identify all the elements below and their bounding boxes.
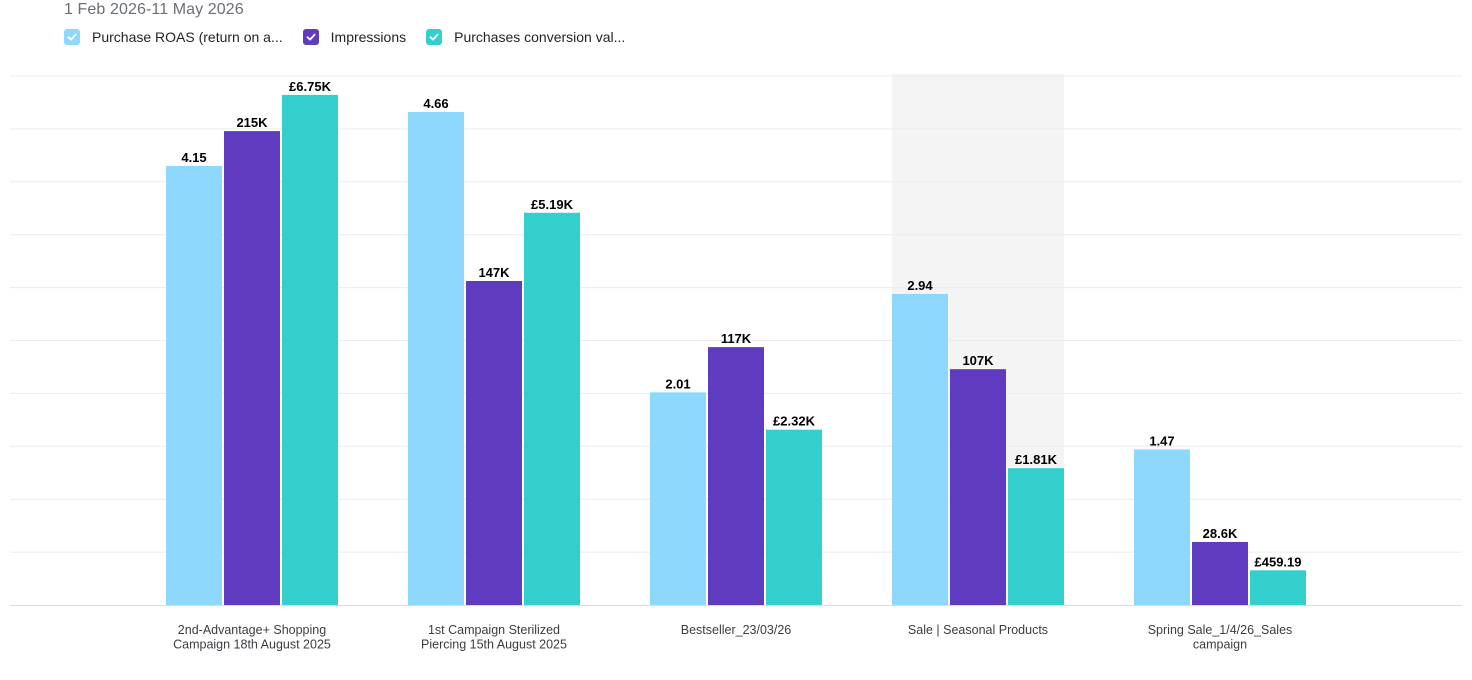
bar-value-label: 1.47 [1149, 433, 1174, 448]
bar[interactable] [166, 165, 222, 605]
bar-value-label: 215K [236, 115, 268, 130]
checkbox-checked-icon[interactable] [426, 29, 443, 45]
bar-value-label: £1.81K [1015, 452, 1058, 467]
bar[interactable] [1192, 541, 1248, 605]
bar-value-label: £2.32K [773, 414, 816, 429]
chart-legend: Purchase ROAS (return on a... Impression… [64, 29, 625, 45]
bar[interactable] [466, 280, 522, 605]
legend-label: Purchase ROAS (return on a... [92, 29, 283, 45]
legend-label: Impressions [330, 29, 407, 45]
legend-item-conversion-value[interactable]: Purchases conversion val... [426, 29, 625, 45]
checkbox-checked-icon[interactable] [302, 29, 319, 45]
bar-value-label: 117K [721, 331, 752, 346]
bar-value-label: £459.19 [1255, 554, 1302, 569]
category-label: Bestseller_23/03/26 [681, 623, 792, 637]
legend-item-roas[interactable]: Purchase ROAS (return on a... [64, 29, 283, 45]
checkbox-checked-icon[interactable] [64, 29, 80, 45]
category-label: Sale | Seasonal Products [908, 623, 1048, 637]
category-label: 1st Campaign Sterilized [428, 623, 560, 637]
bar[interactable] [1008, 468, 1064, 605]
bar-value-label: 4.66 [423, 96, 448, 111]
bar[interactable] [1250, 570, 1306, 605]
bar[interactable] [650, 392, 706, 605]
category-label: 2nd-Advantage+ Shopping [178, 623, 326, 637]
legend-item-impressions[interactable]: Impressions [302, 29, 407, 45]
bar[interactable] [282, 94, 338, 606]
bar-value-label: 147K [478, 265, 510, 280]
bar[interactable] [224, 131, 280, 605]
bar[interactable] [892, 293, 948, 605]
bar[interactable] [708, 347, 764, 605]
bar[interactable] [408, 111, 464, 606]
category-label: campaign [1193, 638, 1247, 652]
category-label: Spring Sale_1/4/26_Sales [1148, 623, 1293, 637]
date-range: 1 Feb 2026-11 May 2026 [64, 1, 244, 18]
category-label: Piercing 15th August 2025 [421, 638, 567, 652]
bar[interactable] [524, 212, 580, 605]
bar[interactable] [766, 429, 822, 605]
bar-value-label: 107K [962, 353, 994, 368]
bar-value-label: 2.01 [665, 376, 690, 391]
bar-value-label: £6.75K [289, 79, 332, 94]
category-label: Campaign 18th August 2025 [173, 638, 331, 652]
legend-label: Purchases conversion val... [454, 29, 626, 45]
bar[interactable] [950, 369, 1006, 605]
bar-value-label: £5.19K [531, 197, 574, 212]
bar-value-label: 28.6K [1203, 526, 1238, 541]
bar[interactable] [1134, 449, 1190, 605]
bar-value-label: 4.15 [181, 150, 206, 165]
bar-value-label: 2.94 [907, 278, 933, 293]
